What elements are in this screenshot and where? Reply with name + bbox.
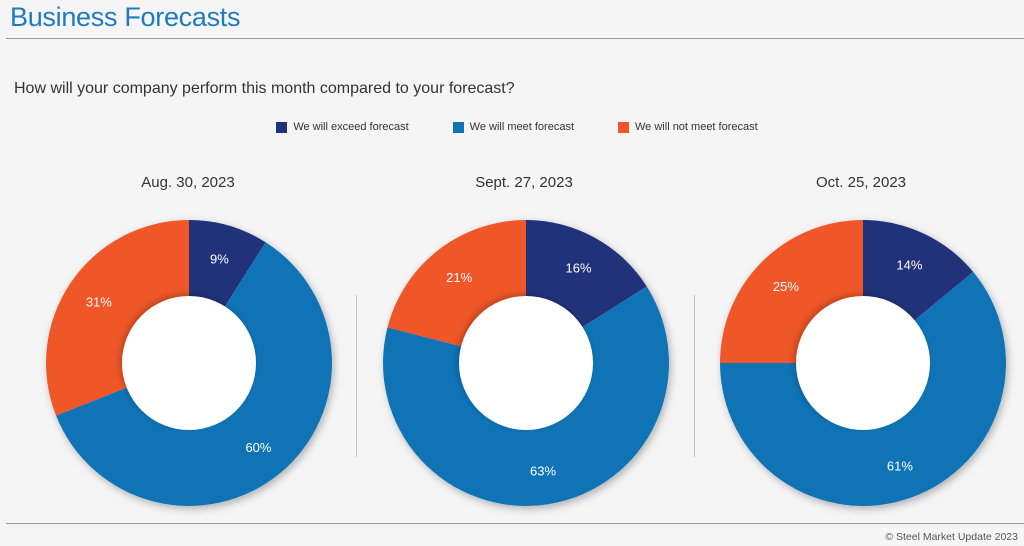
chart-title-2: Sept. 27, 2023 bbox=[475, 174, 573, 191]
donut-hole bbox=[796, 296, 930, 430]
legend-swatch-exceed bbox=[276, 121, 288, 133]
chart-question: How will your company perform this month… bbox=[14, 80, 515, 97]
chart-title-1: Aug. 30, 2023 bbox=[141, 174, 235, 191]
copyright: © Steel Market Update 2023 bbox=[885, 531, 1018, 543]
header-divider bbox=[6, 38, 1024, 39]
legend-item-exceed: We will exceed forecast bbox=[276, 121, 409, 133]
legend-label-exceed: We will exceed forecast bbox=[293, 121, 409, 133]
donut-chart-sept-27: 16% 63% 21% bbox=[383, 220, 669, 506]
donut-chart-oct-25: 14% 61% 25% bbox=[719, 220, 1006, 506]
chart-title-3: Oct. 25, 2023 bbox=[815, 174, 907, 191]
slice-label-meet: 63% bbox=[530, 464, 556, 479]
donut-chart-aug-30: 9% 60% 31% bbox=[46, 220, 332, 507]
slice-label-meet: 60% bbox=[245, 440, 271, 455]
donut-hole bbox=[122, 296, 256, 430]
slice-label-not-meet: 25% bbox=[773, 279, 799, 294]
slice-label-not-meet: 31% bbox=[86, 295, 112, 310]
chart-divider-2 bbox=[694, 295, 695, 457]
slice-label-exceed: 14% bbox=[896, 257, 922, 272]
legend-item-meet: We will meet forecast bbox=[452, 121, 574, 133]
slice-label-meet: 61% bbox=[887, 459, 913, 474]
slice-label-not-meet: 21% bbox=[446, 270, 472, 285]
legend: We will exceed forecast We will meet for… bbox=[0, 121, 1024, 133]
legend-item-not-meet: We will not meet forecast bbox=[618, 121, 758, 133]
legend-swatch-meet bbox=[452, 121, 464, 133]
legend-label-not-meet: We will not meet forecast bbox=[635, 121, 758, 133]
chart-divider-1 bbox=[356, 295, 357, 457]
footer-divider bbox=[6, 523, 1024, 524]
donut-hole bbox=[459, 296, 593, 430]
legend-swatch-not-meet bbox=[618, 121, 629, 133]
slice-label-exceed: 16% bbox=[565, 260, 591, 275]
slice-label-exceed: 9% bbox=[210, 251, 229, 266]
page-title: Business Forecasts bbox=[10, 2, 241, 32]
legend-label-meet: We will meet forecast bbox=[469, 121, 574, 133]
